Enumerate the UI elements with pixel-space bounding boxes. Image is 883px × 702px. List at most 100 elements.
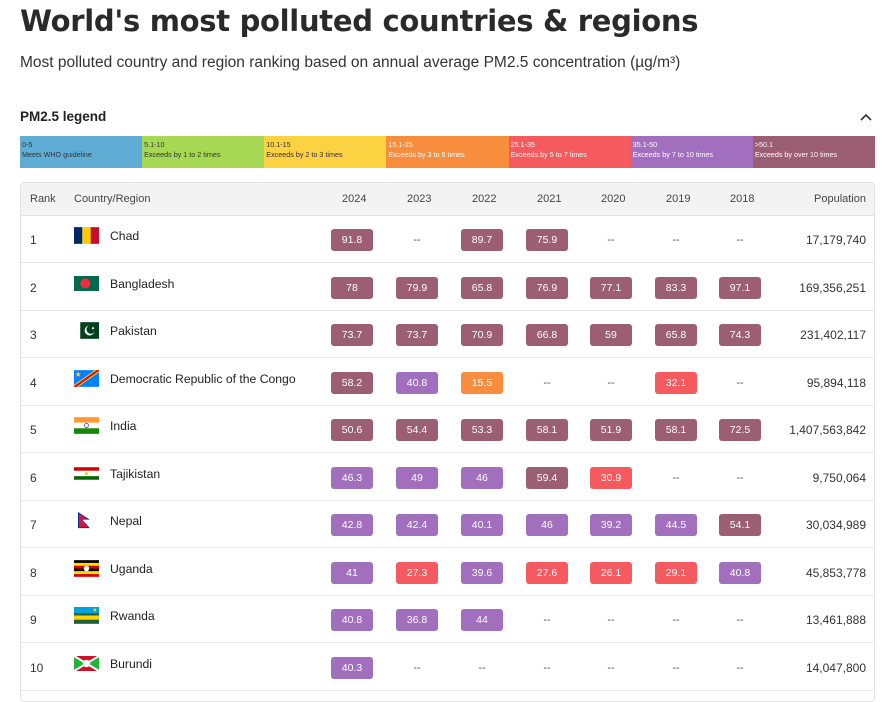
table-row[interactable]: 3 Pakistan 73.7 73.7 70.9 66.8 59 65.8 74.3 231,4… (21, 311, 874, 358)
chad-flag-icon (74, 227, 99, 244)
header-year-2022[interactable]: 2022 (472, 193, 497, 205)
legend-range: 0-5 (22, 140, 33, 149)
legend-description: Exceeds by 3 to 5 times (388, 150, 465, 159)
pm25-value-badge: 73.7 (331, 324, 373, 346)
pm25-value-badge: 40.8 (719, 561, 761, 584)
pm25-value-badge: 36.8 (396, 609, 438, 631)
pm25-value-badge: 73.7 (396, 324, 438, 346)
table-row[interactable]: 8 Uganda 41 27.3 39.6 27.6 26.1 29.1 40.8 45,853,… (21, 549, 874, 596)
pm25-value-badge: 97.1 (719, 276, 761, 299)
bangladesh-flag-icon (74, 275, 99, 292)
header-year-2023[interactable]: 2023 (407, 193, 432, 205)
no-data-cell: -- (672, 614, 680, 626)
pm25-value-badge: 29.1 (655, 561, 697, 584)
legend-range: 35.1-50 (632, 140, 658, 149)
pm25-value-badge: 65.8 (461, 276, 503, 299)
no-data-cell: -- (478, 661, 486, 674)
table-row[interactable]: 1 Chad 91.8 -- 89.7 75.9 -- -- -- 17,179,740 (21, 216, 874, 263)
population-cell: 17,179,740 (805, 233, 866, 247)
country-name[interactable]: Uganda (110, 561, 153, 576)
population-cell: 13,461,888 (805, 613, 866, 627)
chevron-up-icon[interactable] (858, 110, 874, 124)
no-data-cell: -- (672, 471, 680, 484)
legend-range: >50.1 (754, 140, 774, 149)
table-row[interactable]: 7 Nepal 42.8 42.4 40.1 46 39.2 44.5 54.1 30,034,9… (21, 501, 874, 548)
legend-segment: 35.1-50 Exceeds by 7 to 10 times (630, 136, 753, 168)
table-row[interactable]: 5 India 50.6 54.4 53.3 58.1 51.9 58.1 72.5 1,407,… (21, 406, 874, 453)
pm25-legend: 0-5 Meets WHO guideline 5.1-10 Exceeds by 1… (20, 136, 875, 168)
pm25-value-badge: 54.4 (396, 419, 438, 441)
no-data-cell: -- (736, 471, 744, 484)
pm25-value-badge: 77.1 (590, 276, 632, 299)
legend-description: Exceeds by 5 to 7 times (510, 150, 587, 159)
header-country[interactable]: Country/Region (74, 193, 151, 205)
drc-flag-icon (74, 369, 99, 387)
burundi-flag-icon (74, 654, 99, 672)
no-data-cell: -- (736, 614, 744, 626)
pm25-value-badge: 40.8 (396, 371, 438, 394)
header-year-2020[interactable]: 2020 (601, 193, 626, 205)
table-row[interactable]: 6 Tajikistan 46.3 49 46 59.4 30.9 -- -- 9,750,064 (21, 454, 874, 501)
population-cell: 45,853,778 (805, 565, 866, 580)
pm25-value-badge: 40.1 (461, 514, 503, 536)
legend-range: 5.1-10 (144, 140, 165, 149)
pm25-value-badge: 44 (461, 609, 503, 631)
rank-cell: 7 (30, 518, 37, 532)
uganda-flag-icon (74, 559, 99, 577)
population-cell: 95,894,118 (806, 375, 866, 390)
no-data-cell: -- (736, 376, 744, 389)
country-name[interactable]: Burundi (110, 656, 153, 671)
legend-description: Meets WHO guideline (22, 150, 92, 159)
population-cell: 9,750,064 (812, 470, 866, 485)
pm25-value-badge: 41 (331, 561, 373, 584)
header-rank[interactable]: Rank (30, 193, 56, 205)
no-data-cell: -- (736, 661, 744, 674)
table-row[interactable]: 9 Rwanda 40.8 36.8 44 -- -- -- -- 13,461,888 (21, 596, 874, 643)
pm25-value-badge: 70.9 (461, 324, 503, 346)
table-row[interactable]: 2 Bangladesh 78 79.9 65.8 76.9 77.1 83.3 97.1 169… (21, 264, 874, 311)
pm25-value-badge: 75.9 (526, 229, 568, 251)
header-year-2018[interactable]: 2018 (730, 193, 755, 205)
header-year-2024[interactable]: 2024 (342, 193, 367, 205)
legend-segment: 10.1-15 Exceeds by 2 to 3 times (264, 136, 387, 168)
pm25-value-badge: 51.9 (590, 419, 632, 441)
country-name[interactable]: Pakistan (110, 324, 157, 338)
rank-cell: 1 (30, 233, 37, 247)
pm25-value-badge: 46.3 (331, 466, 373, 489)
legend-segment: 25.1-35 Exceeds by 5 to 7 times (508, 136, 631, 168)
pm25-value-badge: 74.3 (719, 324, 761, 346)
population-cell: 231,402,117 (800, 328, 866, 342)
table-row[interactable]: 4 Democratic Republic of the Congo 58.2 40.… (21, 359, 874, 406)
nepal-flag-icon (74, 512, 99, 529)
header-population[interactable]: Population (814, 193, 866, 205)
no-data-cell: -- (607, 234, 615, 246)
population-cell: 30,034,989 (805, 518, 866, 532)
pm25-value-badge: 27.6 (526, 561, 568, 584)
header-year-2021[interactable]: 2021 (537, 193, 562, 205)
legend-range: 15.1-25 (388, 140, 413, 149)
table-row[interactable]: 10 Burundi 40.3 -- -- -- -- -- -- 14,047,800 (21, 644, 874, 691)
country-name[interactable]: Chad (110, 229, 140, 243)
rank-cell: 8 (30, 565, 37, 580)
legend-range: 25.1-35 (510, 140, 535, 149)
country-name[interactable]: Democratic Republic of the Congo (110, 371, 296, 386)
country-name[interactable]: Bangladesh (110, 276, 175, 291)
legend-title: PM2.5 legend (20, 109, 107, 124)
pm25-value-badge: 59.4 (526, 466, 568, 489)
population-cell: 14,047,800 (805, 660, 866, 675)
pm25-value-badge: 44.5 (655, 514, 697, 536)
pm25-value-badge: 78 (331, 276, 373, 299)
country-name[interactable]: India (110, 419, 137, 433)
pm25-value-badge: 76.9 (526, 276, 568, 299)
header-year-2019[interactable]: 2019 (666, 193, 691, 205)
no-data-cell: -- (672, 234, 680, 246)
country-name[interactable]: Rwanda (110, 609, 155, 623)
pm25-value-badge: 50.6 (331, 419, 373, 441)
pm25-value-badge: 42.4 (396, 514, 438, 536)
rank-cell: 4 (30, 375, 37, 390)
page-title: World's most polluted countries & region… (20, 4, 699, 38)
country-name[interactable]: Nepal (110, 514, 142, 528)
pm25-value-badge: 26.1 (590, 561, 632, 584)
pm25-value-badge: 46 (461, 466, 503, 489)
country-name[interactable]: Tajikistan (110, 466, 161, 481)
